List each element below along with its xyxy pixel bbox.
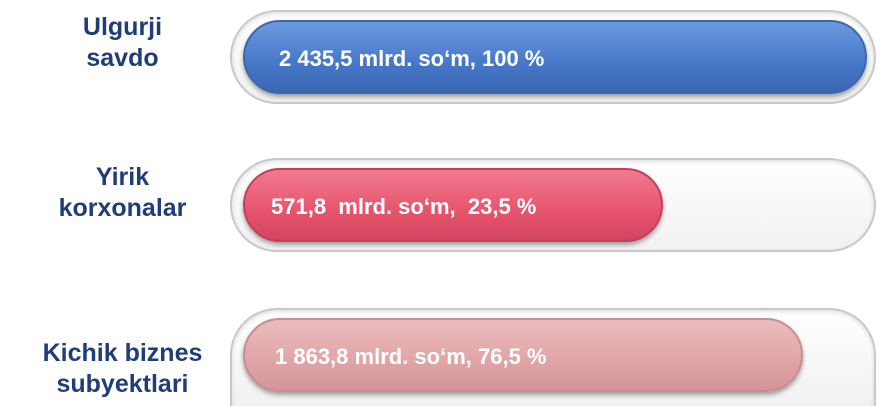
bar: 571,8 mlrd. so‘m, 23,5 % (243, 168, 663, 242)
label-line: savdo (86, 44, 159, 72)
row-label: Yirik korxonalar (0, 162, 245, 224)
label-line: Ulgurji (82, 13, 163, 41)
label-line: korxonalar (58, 194, 187, 222)
label-line: subyektlari (56, 370, 189, 398)
bar: 2 435,5 mlrd. so‘m, 100 % (243, 20, 867, 94)
row-label: Kichik biznes subyektlari (0, 338, 245, 400)
label-line: Yirik (95, 163, 150, 191)
row-label: Ulgurji savdo (0, 12, 245, 74)
bar: 1 863,8 mlrd. so‘m, 76,5 % (243, 318, 803, 392)
label-line: Kichik biznes (42, 339, 203, 367)
